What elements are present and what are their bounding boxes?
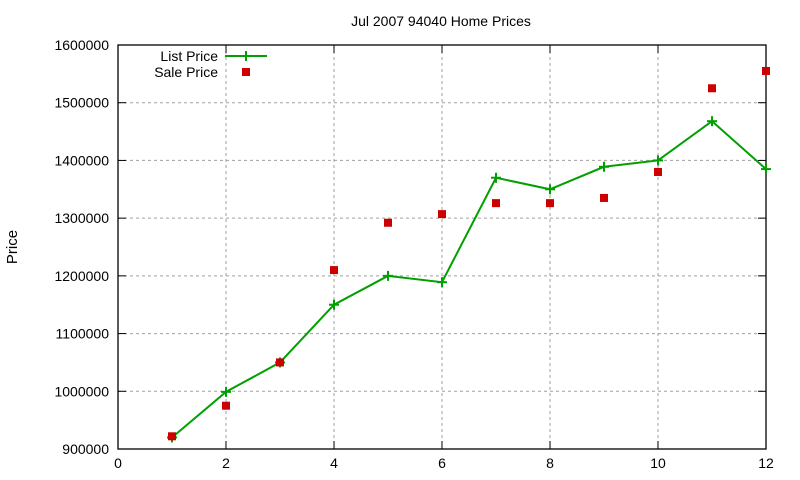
series-sale-price	[168, 66, 770, 441]
series-list-price	[167, 116, 771, 443]
y-tick-label: 1000000	[54, 383, 109, 399]
square-marker	[168, 432, 176, 441]
x-axis-ticks: 0 2 4 6 8 10 12	[114, 45, 774, 471]
square-marker	[708, 84, 716, 93]
legend-label: List Price	[160, 48, 218, 64]
x-tick-label: 12	[758, 455, 774, 471]
y-axis-label: Price	[4, 230, 21, 264]
grid-lines	[118, 45, 766, 449]
y-tick-label: 1100000	[56, 326, 110, 342]
x-tick-label: 8	[546, 455, 554, 471]
square-marker	[600, 193, 608, 202]
x-tick-label: 10	[650, 455, 666, 471]
y-tick-label: 1200000	[54, 268, 109, 284]
y-tick-label: 1400000	[54, 152, 109, 168]
x-tick-label: 0	[114, 455, 122, 471]
square-marker	[276, 358, 284, 367]
chart-title: Jul 2007 94040 Home Prices	[351, 13, 531, 29]
x-tick-label: 2	[222, 455, 230, 471]
x-tick-label: 4	[330, 455, 338, 471]
series-line	[171, 119, 767, 439]
square-marker	[546, 199, 554, 208]
square-marker	[330, 266, 338, 275]
square-marker	[384, 218, 392, 227]
y-tick-label: 900000	[62, 441, 109, 457]
square-marker	[762, 66, 770, 75]
y-tick-label: 1300000	[54, 210, 109, 226]
square-marker	[654, 167, 662, 176]
y-tick-label: 1600000	[54, 37, 109, 53]
y-tick-label: 1500000	[54, 95, 109, 111]
legend-label: Sale Price	[154, 64, 218, 80]
square-marker	[492, 199, 500, 208]
y-axis-ticks: 900000 1000000 1100000 1200000 1300000 140000…	[54, 37, 766, 457]
plot-frame	[117, 44, 767, 450]
square-marker	[438, 210, 446, 219]
square-marker	[242, 68, 250, 76]
x-tick-label: 6	[438, 455, 446, 471]
data-series	[167, 66, 771, 443]
square-marker	[222, 401, 230, 410]
